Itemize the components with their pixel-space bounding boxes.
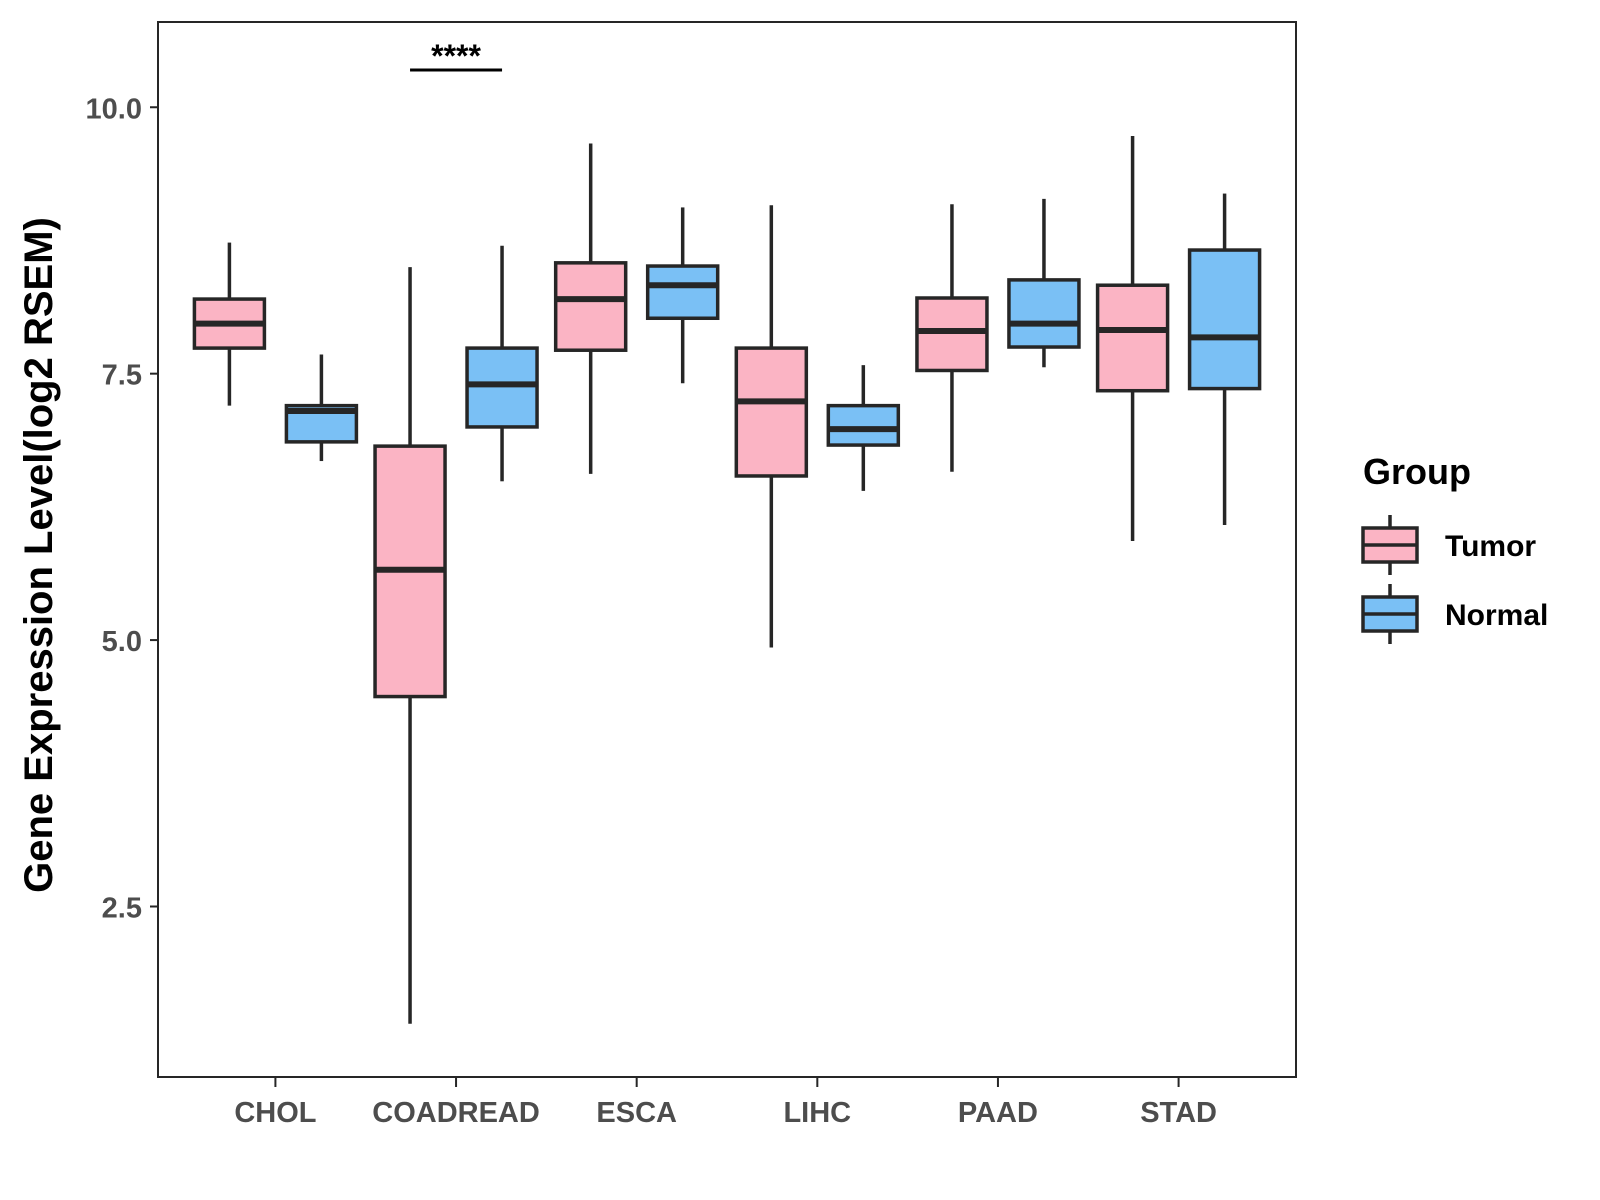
box-iqr [915,296,989,373]
x-tick-label-coadread: COADREAD [372,1097,540,1129]
legend-label: Normal [1445,599,1548,632]
box-iqr [1187,248,1262,391]
legend-title: Group [1363,451,1471,492]
box-iqr [826,403,901,447]
normal-box-coadread [465,245,539,482]
tumor-box-coadread [373,267,447,1024]
box-iqr [734,346,809,478]
normal-box-esca [645,207,720,384]
y-tick-label: 2.5 [102,892,142,924]
legend-label: Tumor [1445,530,1536,563]
y-axis-title: Gene Expression Level(log2 RSEM) [17,217,61,893]
normal-box-chol [284,354,359,462]
box-iqr [465,346,539,429]
significance-label: **** [431,38,481,74]
tumor-box-stad [1095,136,1170,541]
normal-box-lihc [826,365,901,491]
tumor-box-lihc [734,205,809,648]
box-iqr [553,261,628,352]
x-tick-label-esca: ESCA [596,1097,677,1129]
tumor-box-chol [192,242,267,406]
box-iqr [645,264,720,321]
legend-item-tumor: Tumor [1361,515,1536,575]
x-tick-label-stad: STAD [1140,1097,1217,1129]
legend-item-normal: Normal [1361,584,1548,644]
y-tick-label: 7.5 [102,360,142,392]
y-tick-label: 5.0 [102,626,142,658]
normal-box-stad [1187,193,1262,525]
x-tick-label-lihc: LIHC [783,1097,851,1129]
box-iqr [1095,283,1170,393]
normal-box-paad [1007,198,1081,368]
tumor-box-paad [915,204,989,472]
x-tick-label-paad: PAAD [958,1097,1038,1129]
significance-annotation: **** [410,38,503,74]
x-tick-label-chol: CHOL [234,1097,316,1129]
tumor-box-esca [553,143,628,474]
plot-panel-border [157,21,1297,1078]
box-iqr [1007,278,1081,349]
y-tick-label: 10.0 [86,93,142,125]
